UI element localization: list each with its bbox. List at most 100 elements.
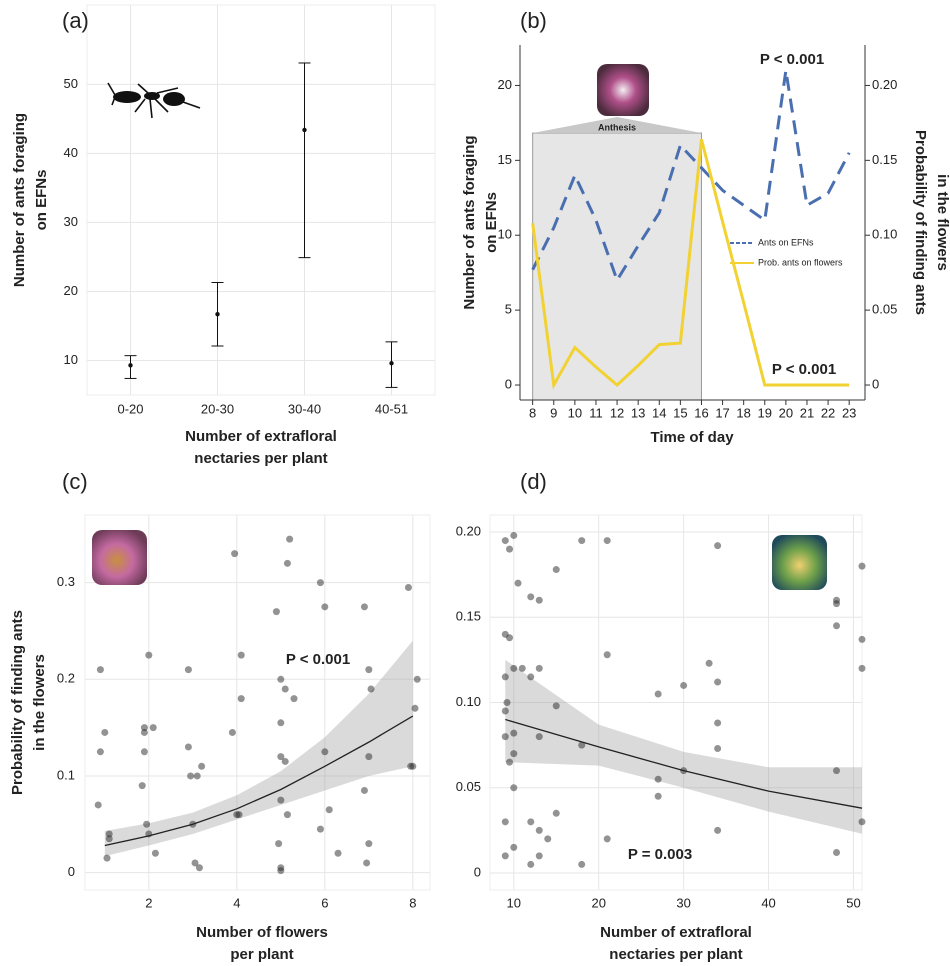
series-line [531,70,851,284]
annotation: P = 0.003 [628,846,692,863]
x-tick-label: 16 [694,405,708,420]
x-tick-label: 50 [846,895,860,910]
scatter-point [552,809,560,817]
y-tick-label: 0.10 [456,694,481,709]
x-tick-label: 19 [758,405,772,420]
scatter-point [140,728,148,736]
scatter-point [603,537,611,545]
y-tick-label: 0.05 [456,779,481,794]
scatter-point [407,762,415,770]
scatter-point [527,673,535,681]
scatter-point [501,673,509,681]
panel-label: (b) [520,8,547,33]
y-tick-label: 0 [505,376,512,391]
x-tick-label: 8 [529,405,536,420]
scatter-point [360,603,368,611]
main-layer: (a) Number of ants foraging on EFNs Number … [9,8,950,963]
scatter-point [105,835,113,843]
x-tick-label: 6 [321,895,328,910]
scatter-point [316,825,324,833]
scatter-point [281,685,289,693]
y2-axis-title: Probability of finding ants [912,130,929,315]
background-layer [84,4,863,891]
scatter-point [237,651,245,659]
y-tick-label: 0.20 [456,523,481,538]
y-axis-title: Number of ants foraging [11,113,28,287]
y-tick-label: 10 [64,352,78,367]
x-tick-label: 40-51 [375,401,408,416]
scatter-point [714,678,722,686]
plot-frame [84,514,431,891]
x-axis-title: per plant [230,946,293,963]
legend-label: Prob. ants on flowers [758,257,843,267]
scatter-point [138,782,146,790]
scatter-point [603,651,611,659]
scatter-point [367,685,375,693]
scatter-point [501,537,509,545]
scatter-point [858,635,866,643]
y-tick-label: 0 [474,864,481,879]
x-tick-label: 12 [610,405,624,420]
x-tick-label: 15 [673,405,687,420]
scatter-point [506,758,514,766]
panel-label: (a) [62,8,89,33]
scatter-point [411,704,419,712]
panel-label: (d) [520,469,547,494]
scatter-point [503,699,511,706]
y-tick-label: 20 [498,77,512,92]
scatter-point [535,852,543,860]
scatter-point [858,818,866,826]
x-axis-title: Time of day [650,429,734,446]
y-tick-label: 40 [64,145,78,160]
x-axis-title: Number of extrafloral [185,428,337,445]
y-tick-label: 20 [64,283,78,298]
y-tick-label: 15 [498,152,512,167]
x-tick-label: 9 [550,405,557,420]
scatter-point [363,859,371,867]
scatter-point [705,659,713,667]
scatter-point [321,748,329,756]
scatter-point [603,835,611,843]
scatter-point [184,743,192,751]
scatter-point [858,562,866,570]
scatter-point [552,702,560,710]
scatter-point [228,728,236,736]
scatter-point [145,651,153,659]
scatter-point [140,748,148,756]
scatter-point [277,719,285,727]
scatter-point [321,603,329,611]
y-axis-title: Number of ants foraging [461,135,478,309]
x-tick-label: 30 [676,895,690,910]
y-tick-label: 0.3 [57,574,75,589]
scatter-point [506,634,514,642]
scatter-point [501,852,509,860]
y-tick-label: 30 [64,214,78,229]
y-axis-title: on EFNs [33,170,50,231]
fit-line [505,718,863,809]
scatter-point [103,854,111,862]
scatter-point [510,843,518,851]
y-tick-label: 50 [64,76,78,91]
scatter-point [96,748,104,756]
scatter-point [143,820,151,828]
scatter-point [277,753,285,761]
y2-tick-label: 0 [872,376,879,391]
x-tick-label: 20-30 [201,401,234,416]
x-tick-label: 20 [779,405,793,420]
x-tick-label: 18 [736,405,750,420]
scatter-point [413,675,421,683]
x-tick-label: 10 [568,405,582,420]
scatter-point [281,757,289,765]
plot-frame [86,4,436,396]
scatter-point [140,724,148,732]
scatter-point [506,545,514,553]
y2-tick-label: 0.15 [872,152,897,167]
scatter-point [578,860,586,868]
scatter-point [518,664,526,672]
scatter-point [514,579,522,587]
scatter-point [680,681,688,689]
y-tick-label: 0.15 [456,609,481,624]
x-axis-title: nectaries per plant [194,450,327,467]
y-tick-label: 0.2 [57,671,75,686]
y2-tick-label: 0.05 [872,302,897,317]
